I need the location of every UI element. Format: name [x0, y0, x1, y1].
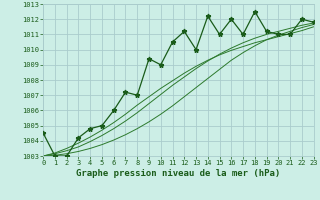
X-axis label: Graphe pression niveau de la mer (hPa): Graphe pression niveau de la mer (hPa): [76, 169, 281, 178]
